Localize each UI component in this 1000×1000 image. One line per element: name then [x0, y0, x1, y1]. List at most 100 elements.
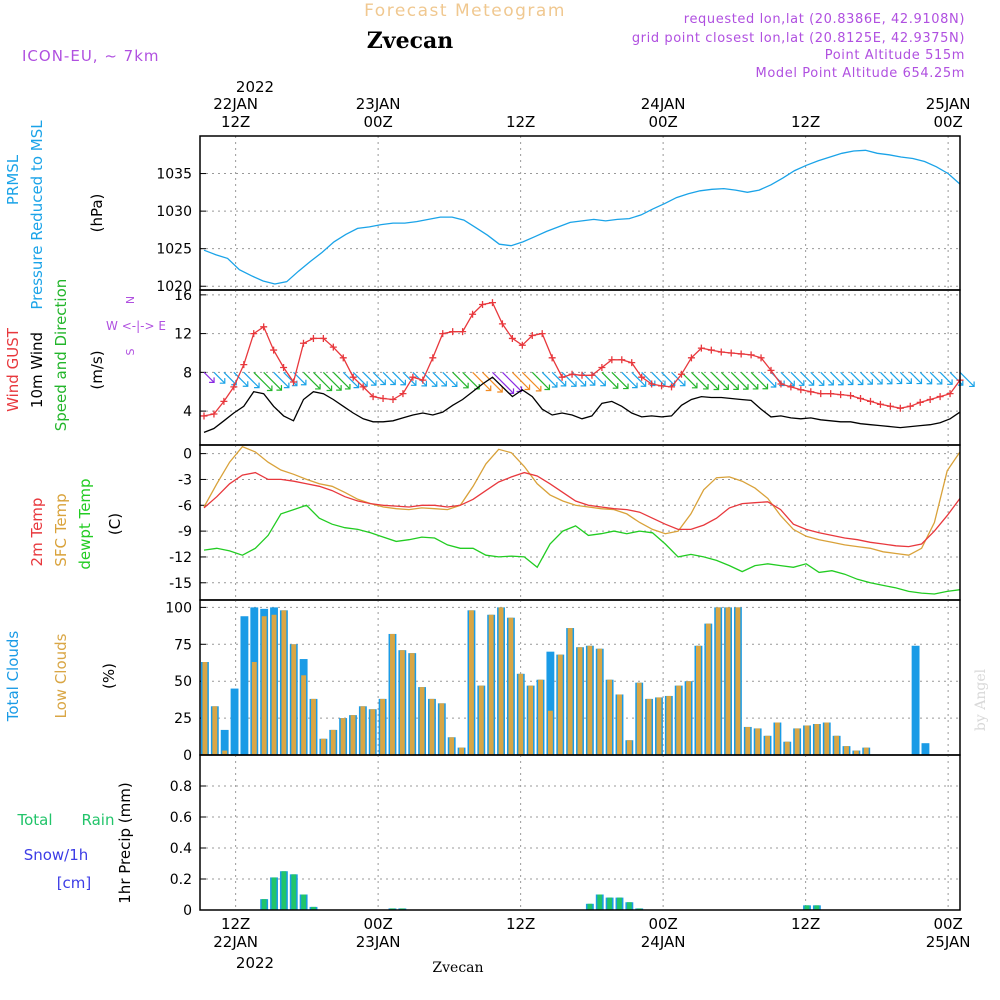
compass-north: N: [124, 296, 137, 304]
low-cloud-bar: [360, 706, 366, 755]
low-cloud-bar: [350, 715, 356, 755]
gust-marker: [757, 354, 765, 362]
location-title: Zvecan: [367, 28, 454, 54]
chart-title: Forecast Meteogram: [364, 1, 566, 21]
y-tick-label: 4: [183, 404, 192, 420]
pressure-label: PRMSL: [4, 154, 22, 205]
gust-marker: [926, 395, 934, 403]
gust-marker: [299, 339, 307, 347]
y-tick-label: 1030: [156, 204, 192, 220]
gust-marker: [777, 380, 785, 388]
gust-marker: [876, 400, 884, 408]
low-cloud-bar: [202, 662, 208, 755]
gust-marker: [349, 373, 357, 381]
gust-marker: [896, 404, 904, 412]
wind-arrow: [810, 371, 825, 386]
panel-temperature: 0 -3 -6 -9 -12 -15 2m Temp SFC Temp dewpt Temp (C…: [28, 444, 961, 601]
wind-arrow: [601, 371, 619, 389]
low-cloud-bar: [518, 673, 524, 755]
top-date-label: 22JAN: [213, 95, 258, 113]
wind-arrow: [263, 371, 282, 391]
low-cloud-bar: [330, 729, 336, 755]
gust-marker: [866, 397, 874, 405]
wind-arrowhead: [896, 378, 903, 385]
wind-arrow: [392, 371, 406, 386]
wind-arrowhead: [421, 380, 428, 387]
low-cloud-bar: [340, 718, 346, 755]
y-tick-label: -6: [178, 498, 192, 514]
model-point-altitude: Model Point Altitude 654.25m: [756, 66, 965, 81]
low-cloud-bar: [804, 725, 810, 755]
wind-arrowhead: [857, 379, 864, 386]
wind-arrowhead: [632, 382, 638, 389]
gust-marker: [658, 382, 666, 390]
wind-arrow: [492, 371, 514, 394]
y-tick-label: 25: [174, 711, 192, 727]
wind-arrowhead: [315, 383, 321, 390]
low-cloud-bar: [488, 614, 494, 755]
wind-arrowhead: [743, 384, 749, 390]
gust-marker: [389, 395, 397, 403]
precip-unit: 1hr Precip (mm): [116, 782, 134, 903]
gust-marker: [837, 391, 845, 399]
low-cloud-bar: [261, 616, 267, 755]
low-cloud-bar: [853, 750, 859, 755]
low-cloud-bar: [666, 695, 672, 755]
wind-arrow: [939, 371, 953, 385]
watermark: by Angel: [973, 668, 989, 731]
gridpoint-coordinates: grid point closest lon,lat (20.8125E, 42…: [632, 31, 965, 46]
gust-marker: [459, 328, 467, 336]
wind-arrowhead: [828, 379, 834, 386]
snow-unit-label: [cm]: [57, 874, 92, 892]
gust-marker: [409, 373, 417, 381]
low-cloud-bar: [468, 610, 474, 755]
gust-marker: [677, 370, 685, 378]
low-cloud-bar: [409, 653, 415, 755]
sfc-temp-line: [203, 445, 961, 556]
low-cloud-bar: [607, 679, 613, 755]
y-tick-label: 0.8: [170, 779, 192, 795]
rain-bar: [804, 905, 810, 910]
y-tick-label: 16: [174, 288, 192, 304]
wind-arrow: [790, 371, 805, 386]
wind-arrowhead: [798, 380, 805, 386]
dewpt-line: [203, 504, 961, 595]
gust-marker: [648, 380, 656, 388]
gust-marker: [399, 390, 407, 398]
gust-marker: [290, 378, 298, 386]
wind-arrow: [332, 371, 351, 390]
gust-marker: [498, 320, 506, 328]
gust-marker: [737, 350, 745, 358]
wind-arrow: [860, 371, 873, 385]
y-tick-label: 75: [174, 637, 192, 653]
total-cloud-bar: [230, 688, 239, 755]
y-tick-label: 0.2: [170, 872, 192, 888]
total-cloud-bar: [911, 645, 920, 755]
low-cloud-bar: [824, 722, 830, 755]
wind-arrowhead: [733, 384, 739, 390]
wind-arrow: [780, 371, 795, 387]
panel-precip: 0 0.2 0.4 0.6 0.8 Total Rain Snow/1h [cm] 1hr Pre…: [16, 754, 961, 919]
gust-marker: [439, 330, 447, 338]
low-cloud-bar: [320, 738, 326, 755]
gust-marker: [200, 412, 208, 420]
wind-arrow: [621, 371, 638, 389]
y-tick-label: 1020: [156, 279, 192, 295]
wind-arrow: [730, 371, 749, 390]
wind-arrowhead: [580, 380, 587, 387]
y-tick-label: 0: [183, 447, 192, 463]
wind-arrow: [382, 371, 396, 385]
wind-arrowhead: [276, 385, 283, 391]
wind-arrowhead: [947, 379, 953, 385]
wind-arrowhead: [560, 380, 567, 387]
low-cloud-bar: [478, 685, 484, 755]
low-cloud-bar: [528, 685, 534, 755]
rain-bar: [814, 905, 820, 910]
gust-marker: [916, 398, 924, 406]
gust-marker: [797, 386, 805, 394]
low-cloud-bar: [222, 750, 228, 755]
low-cloud-bar: [429, 698, 435, 755]
wind-arrowhead: [370, 380, 377, 386]
low-cloud-bar: [587, 645, 593, 755]
low-cloud-bar: [311, 698, 316, 755]
